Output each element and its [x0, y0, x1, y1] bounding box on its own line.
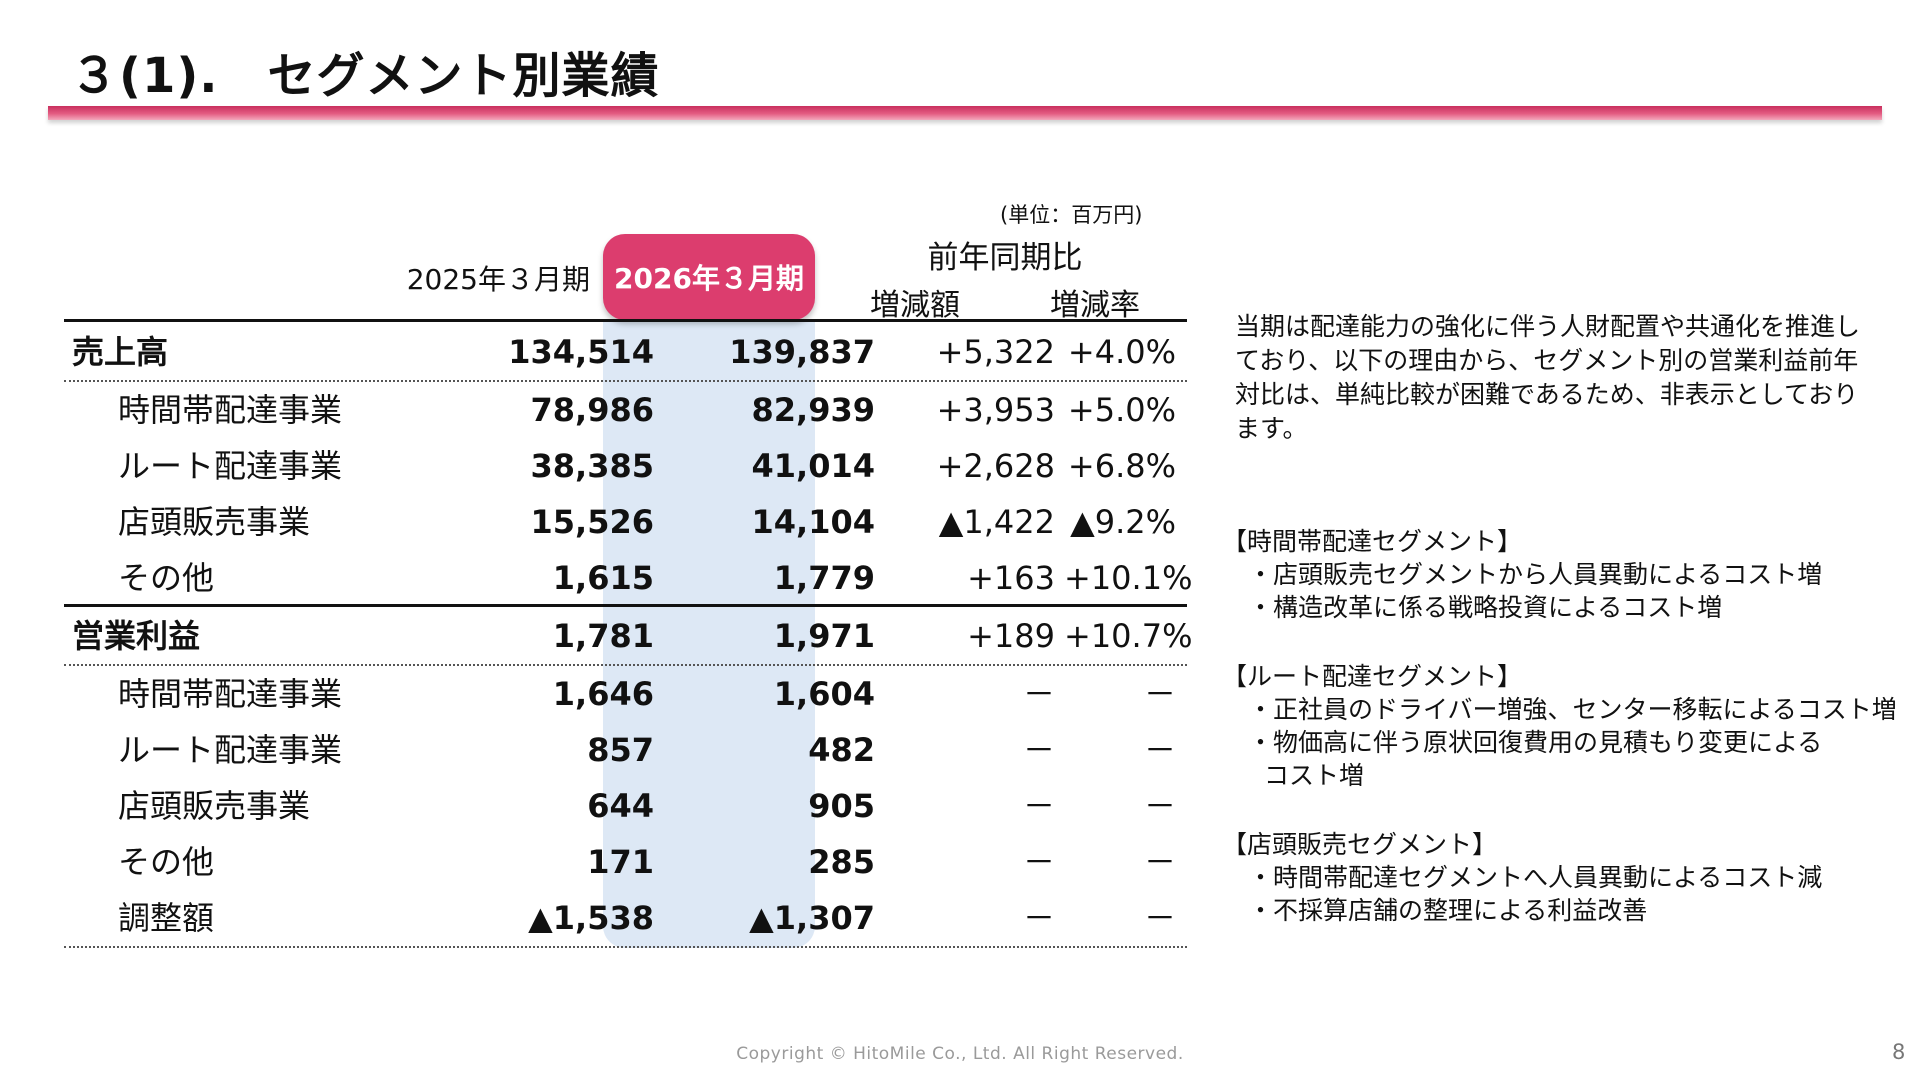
fy2026-header-badge: 2026年３月期: [603, 234, 815, 320]
table-row: その他 1,615 1,779 +163 +10.1%: [64, 550, 1193, 606]
change-rate-value: －: [1143, 731, 1176, 769]
row-divider: [64, 664, 1187, 666]
fy2026-value: 14,104: [751, 503, 875, 541]
table-row-operating-profit: 営業利益 1,781 1,971 +189 +10.7%: [64, 608, 1193, 664]
segment-title: 【店頭販売セグメント】: [1222, 830, 1498, 859]
table-top-rule: [64, 319, 1187, 322]
table-row: その他 171 285 － －: [64, 834, 1187, 890]
change-rate-value: +10.1%: [1064, 559, 1193, 597]
fy2025-header: 2025年３月期: [406, 263, 590, 296]
title-underline-bar: [48, 106, 1882, 120]
section-rule: [64, 604, 1187, 607]
change-rate-value: －: [1143, 843, 1176, 881]
change-rate-value: －: [1143, 675, 1176, 713]
row-label: 営業利益: [72, 617, 201, 655]
table-row: 時間帯配達事業 1,646 1,604 － －: [64, 666, 1187, 722]
change-amount-value: +3,953: [936, 391, 1055, 429]
segment-bullet: ・構造改革に係る戦略投資によるコスト増: [1248, 593, 1723, 622]
fy2026-value: 139,837: [729, 333, 875, 371]
segment-bullet-continuation: コスト増: [1264, 761, 1365, 790]
change-amount-value: +189: [967, 617, 1055, 655]
row-label: 店頭販売事業: [118, 503, 311, 541]
fy2026-value: 1,971: [773, 617, 875, 655]
change-amount-value: +5,322: [936, 333, 1055, 371]
segment-block-time-delivery: 【時間帯配達セグメント】 ・店頭販売セグメントから人員異動によるコスト増 ・構造…: [1222, 525, 1902, 624]
segment-bullet: ・時間帯配達セグメントへ人員異動によるコスト減: [1248, 863, 1823, 892]
change-rate-value: +10.7%: [1064, 617, 1193, 655]
fy2025-value: 171: [587, 843, 654, 881]
row-label: その他: [118, 843, 215, 881]
change-amount-header: 増減額: [870, 288, 960, 323]
row-label: 店頭販売事業: [118, 787, 311, 825]
unit-note: (単位：百万円): [1000, 203, 1143, 227]
change-amount-value: +163: [967, 559, 1055, 597]
fy2026-value: 905: [808, 787, 875, 825]
table-row: 時間帯配達事業 78,986 82,939 +3,953 +5.0%: [64, 382, 1187, 438]
fy2026-value: 1,779: [773, 559, 875, 597]
row-label: 時間帯配達事業: [118, 675, 343, 713]
row-label: 売上高: [72, 333, 169, 371]
change-rate-value: +6.8%: [1067, 447, 1176, 485]
fy2026-value: 482: [808, 731, 875, 769]
table-row: ルート配達事業 38,385 41,014 +2,628 +6.8%: [64, 438, 1187, 494]
change-amount-value: －: [1022, 675, 1055, 713]
change-rate-value: +4.0%: [1067, 333, 1176, 371]
page-title: ３(1). セグメント別業績: [70, 48, 660, 104]
change-amount-value: －: [1022, 899, 1055, 937]
yoy-header: 前年同期比: [927, 240, 1083, 276]
row-label: 調整額: [118, 899, 215, 937]
segment-title: 【時間帯配達セグメント】: [1222, 527, 1523, 556]
row-label: その他: [118, 559, 215, 597]
fy2026-value: 1,604: [773, 675, 875, 713]
change-rate-value: －: [1143, 787, 1176, 825]
segment-bullet: ・正社員のドライバー増強、センター移転によるコスト増: [1248, 695, 1897, 724]
table-row: 店頭販売事業 15,526 14,104 ▲1,422 ▲9.2%: [64, 494, 1187, 550]
copyright-footer: Copyright © HitoMile Co., Ltd. All Right…: [736, 1044, 1184, 1064]
segment-note: 当期は配達能力の強化に伴う人財配置や共通化を推進しており、以下の理由から、セグメ…: [1235, 312, 1861, 443]
page-number: 8: [1892, 1040, 1906, 1064]
fy2025-value: 15,526: [530, 503, 654, 541]
segment-bullet: ・店頭販売セグメントから人員異動によるコスト増: [1248, 560, 1823, 589]
fy2026-value: ▲1,307: [749, 899, 875, 937]
change-amount-value: －: [1022, 731, 1055, 769]
segment-title: 【ルート配達セグメント】: [1222, 662, 1523, 691]
table-row: ルート配達事業 857 482 － －: [64, 722, 1187, 778]
fy2025-value: ▲1,538: [528, 899, 654, 937]
change-rate-value: ▲9.2%: [1070, 503, 1176, 541]
fy2025-value: 1,615: [552, 559, 654, 597]
row-label: 時間帯配達事業: [118, 391, 343, 429]
fy2025-value: 38,385: [530, 447, 654, 485]
change-amount-value: －: [1022, 843, 1055, 881]
table-bottom-rule: [64, 946, 1187, 948]
fy2025-value: 644: [587, 787, 654, 825]
segment-bullet: ・物価高に伴う原状回復費用の見積もり変更による: [1248, 728, 1823, 757]
change-rate-value: +5.0%: [1067, 391, 1176, 429]
table-row: 調整額 ▲1,538 ▲1,307 － －: [64, 890, 1187, 946]
fy2026-value: 82,939: [751, 391, 875, 429]
fy2025-value: 1,646: [552, 675, 654, 713]
fy2026-value: 41,014: [751, 447, 875, 485]
fy2026-column-highlight: [603, 320, 815, 948]
table-row: 店頭販売事業 644 905 － －: [64, 778, 1187, 834]
row-divider: [64, 380, 1187, 382]
fy2025-value: 1,781: [552, 617, 654, 655]
segment-block-store-sales: 【店頭販売セグメント】 ・時間帯配達セグメントへ人員異動によるコスト減 ・不採算…: [1222, 828, 1902, 927]
row-label: ルート配達事業: [118, 447, 343, 485]
row-label: ルート配達事業: [118, 731, 343, 769]
segment-block-route-delivery: 【ルート配達セグメント】 ・正社員のドライバー増強、センター移転によるコスト増 …: [1222, 660, 1902, 792]
fy2025-value: 78,986: [530, 391, 654, 429]
segment-bullet: ・不採算店舗の整理による利益改善: [1248, 896, 1648, 925]
table-row-sales: 売上高 134,514 139,837 +5,322 +4.0%: [64, 324, 1187, 380]
change-rate-value: －: [1143, 899, 1176, 937]
change-rate-header: 増減率: [1050, 288, 1140, 323]
change-amount-value: －: [1022, 787, 1055, 825]
fy2025-value: 134,514: [508, 333, 654, 371]
fy2025-value: 857: [587, 731, 654, 769]
change-amount-value: ▲1,422: [938, 503, 1055, 541]
fy2026-value: 285: [808, 843, 875, 881]
change-amount-value: +2,628: [936, 447, 1055, 485]
